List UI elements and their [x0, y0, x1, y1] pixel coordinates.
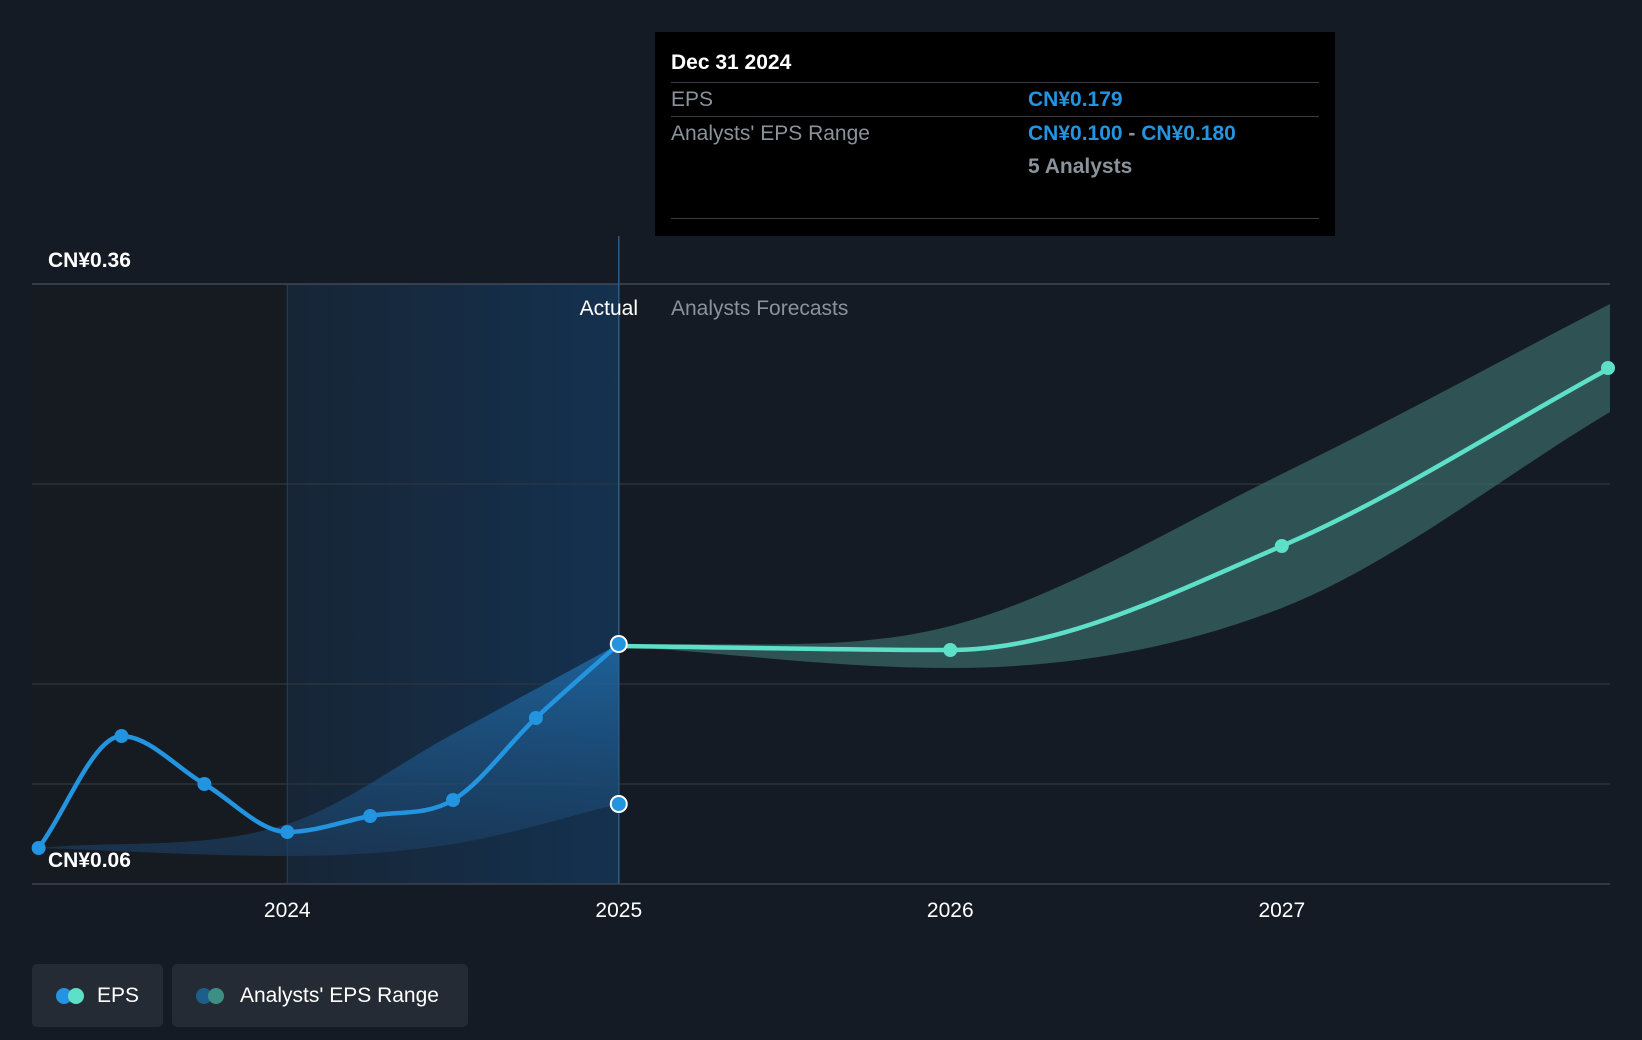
tooltip-range-row: Analysts' EPS Range CN¥0.100 - CN¥0.180 [671, 116, 1319, 150]
x-tick-labels: 2024 2025 2026 2027 [264, 899, 1305, 922]
eps-legend-icon [56, 987, 84, 1004]
eps-actual-point [609, 635, 628, 653]
tooltip-date: Dec 31 2024 [671, 51, 792, 74]
eps-actual-point [446, 793, 461, 807]
legend-eps-range-label: Analysts' EPS Range [240, 983, 439, 1007]
tooltip-analyst-count: 5 Analysts [1028, 155, 1133, 178]
eps-actual-point [197, 777, 212, 791]
eps-forecast-line [616, 365, 1613, 653]
x-tick-label: 2026 [927, 899, 974, 922]
forecast-region-label: Analysts Forecasts [671, 297, 848, 320]
actual-region-label: Actual [580, 297, 638, 320]
tooltip-range-separator: - [1128, 122, 1136, 145]
eps-actual-point [280, 825, 295, 839]
tooltip-range-label: Analysts' EPS Range [671, 122, 870, 145]
y-tick-bottom-label: CN¥0.06 [48, 849, 131, 872]
tooltip-bottom-divider [671, 218, 1319, 219]
tooltip-range-high: CN¥0.180 [1141, 122, 1236, 145]
eps-actual-point [363, 809, 378, 823]
tooltip-eps-value: CN¥0.179 [1028, 88, 1123, 111]
eps-forecast-point [943, 643, 958, 657]
analysts-eps-range-forecast-area [618, 304, 1610, 668]
eps-forecast-point [1274, 539, 1289, 553]
x-tick-label: 2024 [264, 899, 311, 922]
y-tick-top-label: CN¥0.36 [48, 249, 131, 272]
analysts-eps-range-actual-area [38, 644, 619, 856]
legend-eps-button[interactable]: EPS [32, 964, 163, 1027]
data-points [31, 361, 1615, 855]
legend-eps-range-button[interactable]: Analysts' EPS Range [172, 964, 468, 1027]
eps-forecast-point [1601, 361, 1615, 375]
eps-actual-point [114, 729, 129, 743]
tooltip-eps-row: EPS CN¥0.179 [671, 82, 1319, 116]
eps-range-low-point [609, 795, 628, 813]
x-tick-label: 2027 [1258, 899, 1305, 922]
tooltip: Dec 31 2024 EPS CN¥0.179 Analysts' EPS R… [655, 32, 1335, 236]
eps-actual-point [31, 841, 46, 855]
eps-actual-point [528, 711, 543, 725]
x-tick-label: 2025 [595, 899, 642, 922]
eps-range-legend-icon [196, 987, 226, 1004]
tooltip-eps-label: EPS [671, 88, 714, 111]
tooltip-range-low: CN¥0.100 [1028, 122, 1123, 145]
legend-eps-label: EPS [96, 983, 139, 1007]
